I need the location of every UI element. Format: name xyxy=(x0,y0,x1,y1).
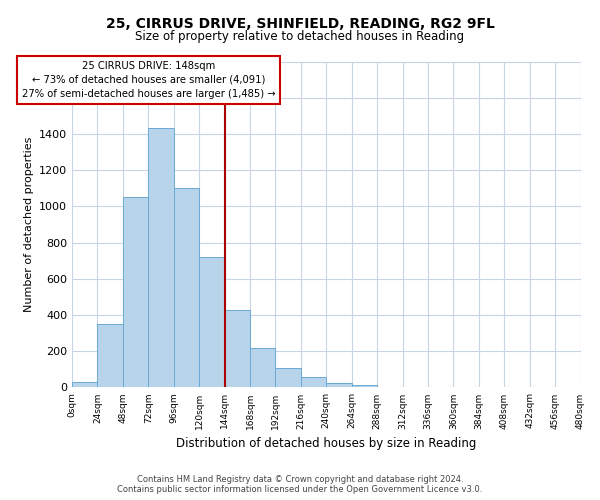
Bar xyxy=(72,382,97,388)
X-axis label: Distribution of detached houses by size in Reading: Distribution of detached houses by size … xyxy=(176,437,476,450)
Text: 25 CIRRUS DRIVE: 148sqm
← 73% of detached houses are smaller (4,091)
27% of semi: 25 CIRRUS DRIVE: 148sqm ← 73% of detache… xyxy=(22,60,275,98)
Text: Size of property relative to detached houses in Reading: Size of property relative to detached ho… xyxy=(136,30,464,43)
Text: 25, CIRRUS DRIVE, SHINFIELD, READING, RG2 9FL: 25, CIRRUS DRIVE, SHINFIELD, READING, RG… xyxy=(106,18,494,32)
Bar xyxy=(377,386,403,388)
Bar xyxy=(326,383,352,388)
Bar xyxy=(174,188,199,388)
Bar xyxy=(250,348,275,388)
Y-axis label: Number of detached properties: Number of detached properties xyxy=(23,137,34,312)
Bar xyxy=(199,257,224,388)
Bar xyxy=(352,384,377,388)
Bar xyxy=(224,310,250,388)
Bar xyxy=(123,198,148,388)
Text: Contains HM Land Registry data © Crown copyright and database right 2024.
Contai: Contains HM Land Registry data © Crown c… xyxy=(118,474,482,494)
Bar xyxy=(301,378,326,388)
Bar xyxy=(148,128,174,388)
Bar xyxy=(97,324,123,388)
Bar xyxy=(275,368,301,388)
